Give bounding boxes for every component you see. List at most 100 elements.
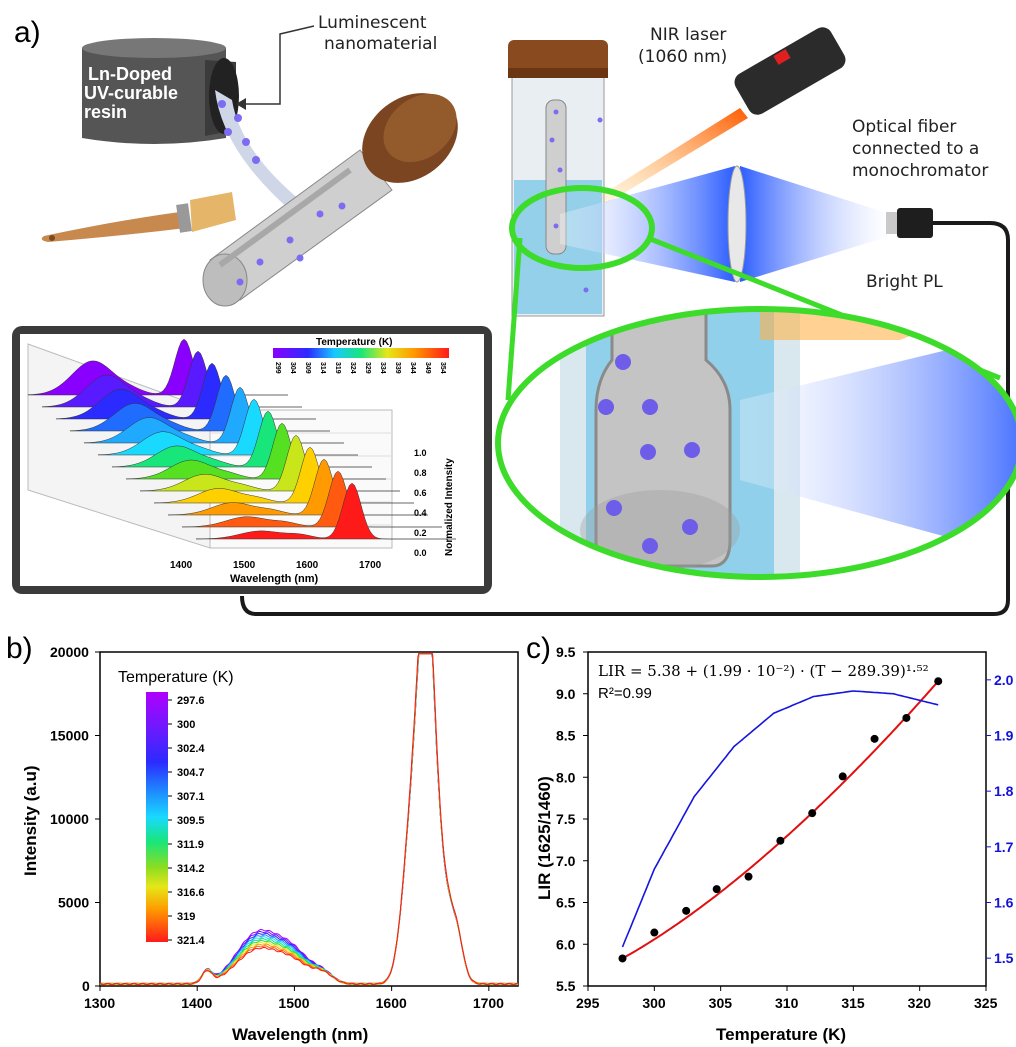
panel-c-ylabel: LIR (1625/1460) — [535, 776, 554, 900]
resin-can-illustration: Ln-Doped UV-curable resin — [82, 38, 300, 210]
y-tick-label: 6.5 — [556, 895, 576, 911]
panel-a: a) Ln-Doped UV-curable resin Luminescent… — [12, 13, 1016, 616]
inset-spectrum — [111, 410, 372, 468]
x-tick-label: 1600 — [376, 995, 407, 1011]
legend-label: 304.7 — [177, 767, 205, 779]
inset-colorbar-tick-label: 319 — [334, 362, 341, 374]
y-tick-label: 5.5 — [556, 978, 576, 994]
inset-spectrum — [181, 470, 442, 528]
legend-label: 307.1 — [177, 791, 205, 803]
inset-colorbar-tick-label: 324 — [349, 362, 356, 374]
lens-illustration — [727, 165, 747, 283]
panel-b-xlabel: Wavelength (nm) — [232, 1025, 368, 1044]
legend-label: 316.6 — [177, 887, 205, 899]
x-tick-label: 325 — [974, 995, 998, 1011]
panel-c-points — [618, 677, 943, 963]
resin-label-2: UV-curable — [84, 83, 178, 103]
x-tick-label: 1300 — [84, 995, 115, 1011]
panel-b-letter: b) — [6, 632, 33, 665]
inset-spectra-monitor: Temperature (K) 299 304 309 314 319 324 329 334… — [12, 326, 492, 594]
x-tick-label: 1500 — [278, 995, 309, 1011]
laser-label-1: NIR laser — [650, 25, 726, 45]
inset-colorbar-tick-label: 349 — [424, 362, 431, 374]
inset-spectrum — [125, 422, 386, 480]
inset-spectrum — [139, 434, 400, 492]
inset-z-ticks: 0.0 0.2 0.4 0.6 0.8 1.0 — [414, 448, 427, 558]
panel-b-colorbar — [146, 692, 168, 942]
zoom-source-circle — [509, 185, 655, 271]
legend-label: 321.4 — [177, 935, 205, 947]
inset-z-tick-label: 1.0 — [414, 448, 427, 458]
luminescent-label-1: Luminescent — [318, 13, 427, 33]
inset-z-tick-label: 0.2 — [414, 528, 427, 538]
inset-z-tick-label: 0.6 — [414, 488, 427, 498]
panel-b-series — [99, 653, 519, 986]
y-tick-label: 10000 — [50, 811, 89, 827]
inset-x-tick-label: 1400 — [170, 560, 193, 571]
y-tick-label: 9.5 — [556, 644, 576, 660]
data-point — [870, 734, 879, 743]
x-tick-label: 300 — [642, 995, 666, 1011]
inset-spectrum — [83, 386, 344, 444]
inset-x-tick-label: 1700 — [359, 560, 382, 571]
inset-xlabel: Wavelength (nm) — [230, 573, 319, 585]
inset-z-tick-label: 0.8 — [414, 468, 427, 478]
laser-label-2: (1060 nm) — [638, 47, 727, 67]
inset-z-tick-label: 0.4 — [414, 508, 427, 518]
inset-spectrum — [27, 338, 288, 396]
data-point — [838, 772, 847, 781]
x-tick-label: 1700 — [473, 995, 504, 1011]
brush-illustration — [41, 192, 236, 242]
inset-spectrum — [153, 446, 414, 504]
y-tick-label: 6.0 — [556, 936, 576, 952]
inset-colorbar-tick-label: 314 — [319, 362, 326, 374]
glass-tube-illustration — [202, 93, 458, 307]
x-tick-label: 1400 — [181, 995, 212, 1011]
inset-spectrum — [55, 362, 316, 420]
zoom-detail — [498, 309, 1016, 577]
data-point — [776, 836, 785, 845]
data-point — [808, 809, 817, 818]
inset-x-ticks: 1400 1500 1600 1700 — [170, 560, 382, 571]
panel-b-legend-title: Temperature (K) — [118, 669, 234, 686]
panel-b-ylabel: Intensity (a.u) — [21, 765, 40, 876]
panel-a-letter: a) — [14, 16, 41, 49]
bright-pl-label: Bright PL — [866, 272, 943, 292]
inset-colorbar-tick-label: 334 — [379, 362, 386, 374]
panel-c-r2: R²=0.99 — [598, 685, 652, 702]
y-tick-label: 7.0 — [556, 853, 576, 869]
inset-colorbar-tick-label: 329 — [364, 362, 371, 374]
legend-label: 300 — [177, 719, 195, 731]
zoom-circle — [495, 306, 1016, 580]
inset-colorbar-tick-label: 299 — [274, 362, 281, 374]
optical-fiber-illustration — [240, 208, 1010, 616]
legend-label: 309.5 — [177, 815, 205, 827]
pl-beam-focused — [740, 166, 890, 282]
y-tick-label: 8.5 — [556, 728, 576, 744]
fit-curve — [622, 680, 939, 960]
luminescent-label-2: nanomaterial — [324, 34, 437, 54]
x-tick-label: 295 — [576, 995, 600, 1011]
y2-tick-label: 1.6 — [994, 895, 1014, 911]
data-point — [650, 928, 659, 937]
inset-3d-spectra — [27, 338, 456, 549]
inset-colorbar-tick-label: 339 — [394, 362, 401, 374]
panel-c-curves — [621, 680, 939, 960]
legend-label: 297.6 — [177, 695, 205, 707]
legend-label: 302.4 — [177, 743, 205, 755]
x-tick-label: 310 — [775, 995, 799, 1011]
inset-x-tick-label: 1600 — [296, 560, 319, 571]
data-point — [934, 677, 943, 686]
inset-colorbar-tick-label: 309 — [304, 362, 311, 374]
inset-spectrum — [69, 374, 330, 432]
panel-b-ticks: 1300 1400 1500 1600 1700 0 5000 10000 15000 20000 — [50, 644, 504, 1011]
fiber-label-3: monochromator — [852, 161, 988, 181]
y-tick-label: 20000 — [50, 644, 89, 660]
inset-colorbar-tick-label: 354 — [439, 362, 446, 374]
panel-c-xlabel: Temperature (K) — [716, 1025, 846, 1044]
y-tick-label: 9.0 — [556, 686, 576, 702]
legend-label: 319 — [177, 911, 195, 923]
data-point — [902, 713, 911, 722]
inset-spectrum — [167, 458, 428, 516]
